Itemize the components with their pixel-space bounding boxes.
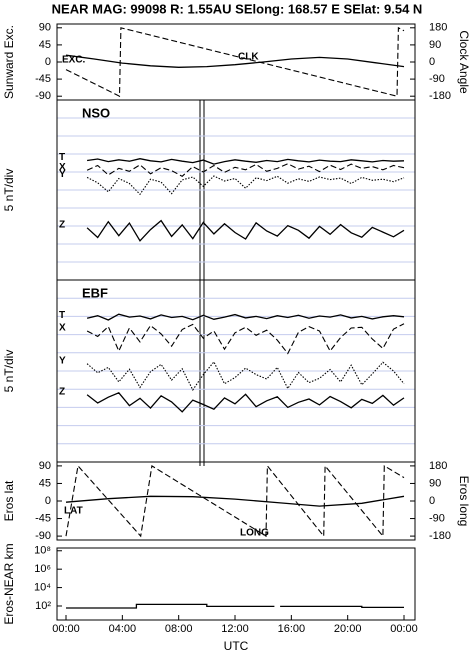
y2-tick-label: -180 — [429, 530, 451, 542]
y2-tick-label: 90 — [429, 39, 441, 51]
y-tick-label: -45 — [35, 73, 51, 85]
panel-title: EBF — [82, 285, 108, 300]
chart-title: NEAR MAG: 99098 R: 1.55AU SElong: 168.57… — [52, 1, 423, 16]
series-label: EXC. — [62, 55, 86, 66]
y-tick-label: 10⁴ — [34, 581, 51, 593]
series-line — [65, 495, 405, 507]
series-line — [87, 158, 405, 165]
x-tick-label: 16:00 — [278, 623, 306, 635]
series-label: T — [59, 152, 65, 163]
series-label: LONG — [240, 528, 269, 539]
y2-tick-label: 0 — [429, 495, 435, 507]
series-label: Z — [59, 219, 65, 230]
series-line — [86, 163, 405, 177]
series-label: Z — [59, 386, 65, 397]
y2-tick-label: 90 — [429, 477, 441, 489]
x-tick-label: 12:00 — [221, 623, 249, 635]
series-line — [86, 219, 405, 242]
y2-tick-label: 180 — [429, 460, 447, 472]
series-line — [86, 392, 405, 413]
y-tick-label: 90 — [39, 22, 51, 34]
panel-title: NSO — [82, 105, 110, 120]
series-line — [86, 323, 405, 355]
y-axis-label: 5 nT/div — [2, 350, 16, 393]
series-line — [86, 175, 405, 196]
y-tick-label: 45 — [39, 477, 51, 489]
y-axis-label: Eros-NEAR km — [2, 543, 16, 624]
y-tick-label: -45 — [35, 512, 51, 524]
y-axis-label: Sunward Exc. — [2, 25, 16, 99]
y-tick-label: 45 — [39, 39, 51, 51]
series-label: Y — [59, 355, 66, 366]
x-tick-label: 20:00 — [334, 623, 362, 635]
series-line — [86, 360, 405, 391]
y2-tick-label: -90 — [429, 512, 445, 524]
series-label: LAT — [64, 506, 83, 517]
series-label: X — [59, 162, 66, 173]
y-axis-label: 5 nT/div — [2, 169, 16, 212]
series-line — [65, 26, 405, 98]
series-label: Y — [59, 169, 66, 180]
y2-tick-label: 180 — [429, 22, 447, 34]
panel-frame — [56, 547, 416, 621]
y2-tick-label: 0 — [429, 56, 435, 68]
series-line — [65, 54, 405, 68]
x-tick-label: 00:00 — [390, 623, 418, 635]
series-line — [86, 313, 405, 321]
y2-tick-label: -180 — [429, 90, 451, 102]
y-tick-label: 0 — [45, 56, 51, 68]
y-tick-label: -90 — [35, 90, 51, 102]
series-label: T — [59, 310, 65, 321]
series-label: CLK — [238, 52, 259, 63]
y2-axis-label: Clock Angle — [457, 30, 471, 94]
x-tick-label: 00:00 — [52, 623, 80, 635]
y-tick-label: 10² — [35, 600, 51, 612]
y2-axis-label: Eros long — [457, 476, 471, 527]
y-tick-label: 90 — [39, 460, 51, 472]
x-tick-label: 04:00 — [109, 623, 137, 635]
y-tick-label: 10⁶ — [34, 563, 51, 575]
y-tick-label: 10⁸ — [34, 545, 51, 557]
series-line — [66, 603, 404, 609]
x-axis-label: UTC — [224, 639, 249, 653]
y-tick-label: -90 — [35, 530, 51, 542]
x-tick-label: 08:00 — [165, 623, 193, 635]
y-tick-label: 0 — [45, 495, 51, 507]
series-line — [65, 464, 405, 538]
series-label: X — [59, 323, 66, 334]
panel-frame — [56, 461, 416, 541]
y2-tick-label: -90 — [429, 73, 445, 85]
y-axis-label: Eros lat — [2, 480, 16, 521]
